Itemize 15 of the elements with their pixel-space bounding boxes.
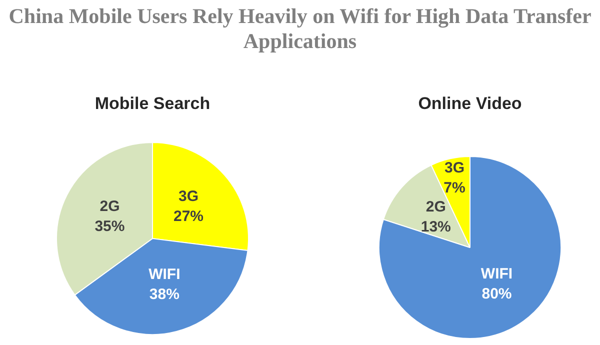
slice-label: WIFI [480, 265, 513, 282]
chart-subtitle: Online Video [417, 93, 523, 115]
data-label: 7% [444, 179, 466, 196]
slice-label: 3G [444, 159, 465, 176]
slice-label: 3G [178, 188, 199, 205]
data-label: 35% [94, 218, 125, 235]
slice-label: 2G [100, 198, 120, 215]
data-label: 80% [482, 285, 512, 302]
slice-label: 2G [426, 198, 446, 216]
data-label: 38% [149, 286, 180, 304]
slice-label: WIFI [148, 266, 180, 284]
text: China Mobile Users Rely Heavily on Wifi for High Data Transfer Applications [8, 4, 592, 54]
data-label: 27% [173, 208, 204, 225]
chart-subtitle: Mobile Search [94, 93, 212, 115]
data-label: 13% [420, 218, 451, 236]
